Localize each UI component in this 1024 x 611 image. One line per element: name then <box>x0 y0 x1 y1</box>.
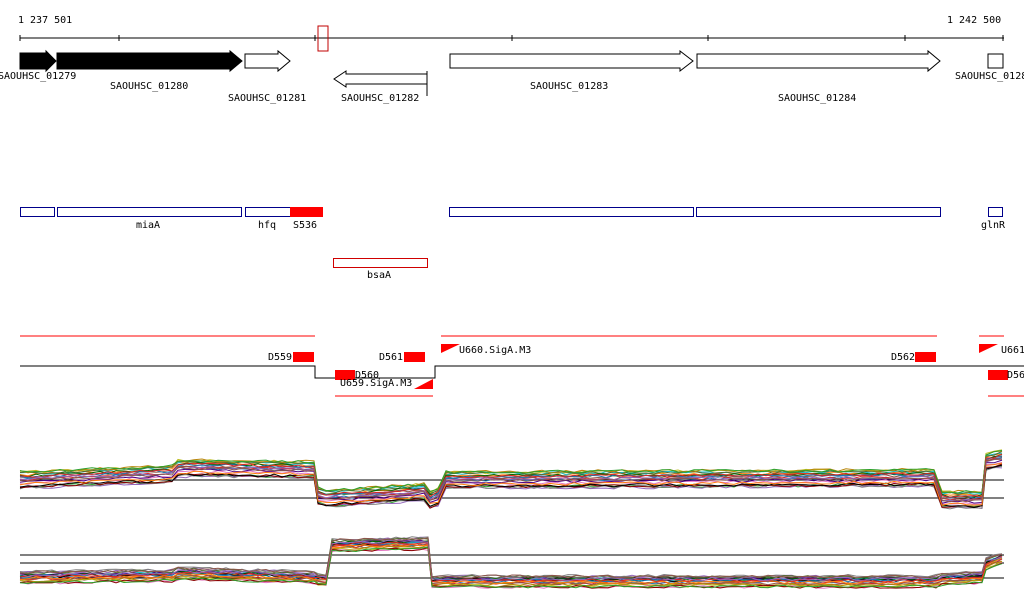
gene-track: SAOUHSC_01279 SAOUHSC_01280 SAOUHSC_0128… <box>0 49 1024 104</box>
expression-profile-line <box>19 537 1003 579</box>
gene-label-SAOUHSC_0128x: SAOUHSC_0128 <box>955 71 1024 82</box>
promoter-flag-U659[interactable] <box>414 379 433 389</box>
annotation-box-1[interactable] <box>20 207 55 217</box>
segment-block-D561[interactable] <box>404 352 425 362</box>
expression-profile-line <box>19 455 1003 499</box>
segment-label-D562: D562 <box>891 352 915 363</box>
expression-track-2 <box>19 536 1004 589</box>
ruler-ticks <box>19 35 1004 41</box>
segment-label-D559: D559 <box>268 352 292 363</box>
annotation-label-bsaA: bsaA <box>367 270 391 281</box>
gene-label-SAOUHSC_01284: SAOUHSC_01284 <box>778 93 856 104</box>
annotation-box-glnR[interactable] <box>988 207 1003 217</box>
segment-block-D562[interactable] <box>915 352 936 362</box>
gene-arrow-SAOUHSC_01284[interactable] <box>696 49 941 73</box>
expression-profile-line <box>19 462 1003 506</box>
gene-label-SAOUHSC_01283: SAOUHSC_01283 <box>530 81 608 92</box>
segment-label-D561: D561 <box>379 352 403 363</box>
expression-profile-line <box>19 537 1003 579</box>
segment-block-D56x[interactable] <box>988 370 1008 380</box>
expression-profile-line <box>19 543 1003 585</box>
gene-arrow-SAOUHSC_0128x[interactable] <box>987 53 1004 69</box>
segment-label-U659: U659.SigA.M3 <box>340 378 412 389</box>
promoter-flag-U660[interactable] <box>441 344 460 353</box>
strand-baseline <box>20 365 1024 379</box>
gene-label-SAOUHSC_01280: SAOUHSC_01280 <box>110 81 188 92</box>
segment-label-U660: U660.SigA.M3 <box>459 345 531 356</box>
annotation-box-bsaA[interactable] <box>333 258 428 268</box>
annotation-box-6[interactable] <box>696 207 941 217</box>
segment-label-D560: D560 <box>355 370 379 381</box>
expression-profile-line <box>19 539 1003 581</box>
annotation-box-5[interactable] <box>449 207 694 217</box>
view-position-marker[interactable] <box>317 25 329 52</box>
annotation-label-miaA: miaA <box>136 220 160 231</box>
gene-label-SAOUHSC_01282: SAOUHSC_01282 <box>341 93 419 104</box>
coordinate-ruler: 1 237 501 1 242 500 <box>18 15 1004 52</box>
annotation-label-hfq: hfq <box>258 220 276 231</box>
annotation-label-S536: S536 <box>293 220 317 231</box>
expression-profile-line <box>19 546 1003 589</box>
gene-label-SAOUHSC_01279: SAOUHSC_01279 <box>0 71 76 82</box>
ruler-end-label: 1 242 500 <box>947 15 1001 26</box>
expression-profile-line <box>19 453 1003 498</box>
segment-label-D56x: D56 <box>1007 370 1024 381</box>
expression-profile-line <box>19 458 1003 503</box>
annotation-box-hfq[interactable] <box>245 207 291 217</box>
gene-arrow-SAOUHSC_01281[interactable] <box>244 49 291 73</box>
expression-profile-line <box>19 541 1003 583</box>
gene-label-SAOUHSC_01281: SAOUHSC_01281 <box>228 93 306 104</box>
expression-profile-line <box>19 543 1003 586</box>
promoter-flag-U661[interactable] <box>979 344 998 353</box>
annotation-box-S536[interactable] <box>290 207 323 217</box>
annotation-box-miaA[interactable] <box>57 207 242 217</box>
annotation-label-glnR: glnR <box>981 220 1006 231</box>
expression-track-1 <box>19 449 1004 510</box>
expression-profile-line <box>19 544 1003 587</box>
expression-1-profile-lines <box>19 449 1003 510</box>
ruler-start-label: 1 237 501 <box>18 15 72 26</box>
annotation-track: miaA hfq S536 glnR bsaA <box>20 207 1006 281</box>
segment-block-D560[interactable] <box>335 370 355 380</box>
gene-arrow-SAOUHSC_01279[interactable] <box>19 49 57 73</box>
gene-arrow-SAOUHSC_01282[interactable] <box>333 70 428 88</box>
segment-block-D559[interactable] <box>293 352 314 362</box>
gene-arrow-SAOUHSC_01280[interactable] <box>56 49 243 73</box>
expression-2-profile-lines <box>19 536 1003 589</box>
segment-label-U661: U661. <box>1001 345 1024 356</box>
expression-profile-line <box>19 450 1003 494</box>
gene-arrow-SAOUHSC_01283[interactable] <box>449 49 694 73</box>
segment-track: D559 D560 D561 D562 D56 U659.SigA.M3 U66… <box>20 335 1024 397</box>
